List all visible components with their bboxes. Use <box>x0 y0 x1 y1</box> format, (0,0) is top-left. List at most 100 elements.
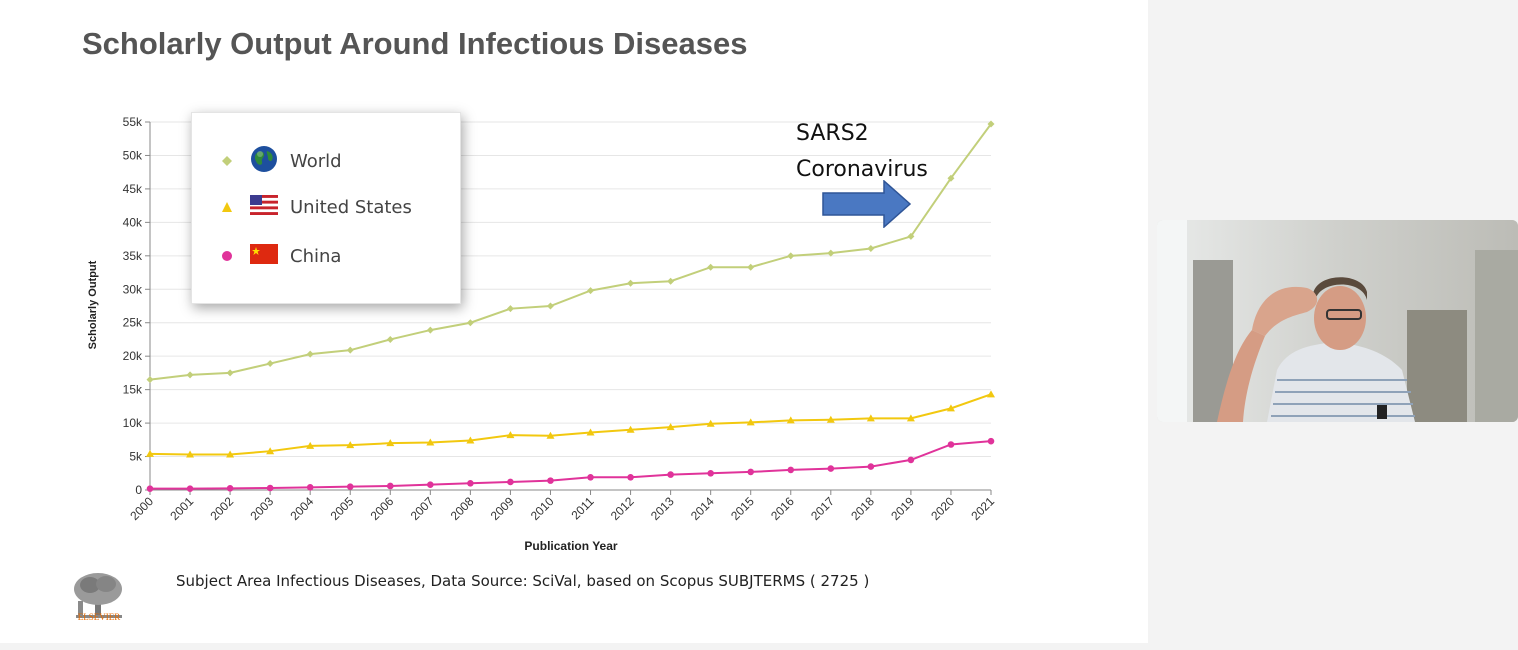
data-point-united-states[interactable] <box>746 418 755 426</box>
right-arrow-icon <box>822 180 912 228</box>
x-tick-label: 2015 <box>728 494 757 523</box>
data-point-world[interactable] <box>867 244 875 252</box>
data-point-united-states[interactable] <box>266 447 275 455</box>
data-point-united-states[interactable] <box>866 414 875 422</box>
data-point-china[interactable] <box>386 482 394 490</box>
data-point-united-states[interactable] <box>186 450 195 458</box>
data-point-united-states[interactable] <box>786 416 795 424</box>
x-tick-label: 2014 <box>688 494 717 523</box>
x-axis-label: Publication Year <box>524 539 617 553</box>
y-tick-label: 0 <box>135 483 142 497</box>
data-point-china[interactable] <box>747 468 755 476</box>
data-point-china[interactable] <box>507 478 514 486</box>
data-point-united-states[interactable] <box>987 390 995 398</box>
legend-item-united-states[interactable]: United States <box>218 195 412 220</box>
data-point-united-states[interactable] <box>226 450 235 458</box>
data-point-china[interactable] <box>226 485 234 492</box>
data-point-united-states[interactable] <box>906 414 915 422</box>
data-point-china[interactable] <box>547 477 554 484</box>
data-point-world[interactable] <box>787 252 795 260</box>
x-tick-label: 2012 <box>608 494 637 523</box>
legend-item-china[interactable]: China <box>218 244 341 269</box>
data-point-world[interactable] <box>587 287 595 295</box>
data-point-china[interactable] <box>467 480 474 487</box>
data-point-world[interactable] <box>747 263 755 271</box>
data-point-world[interactable] <box>506 305 514 313</box>
x-tick-label: 2011 <box>568 494 596 522</box>
china-flag-icon <box>250 244 278 269</box>
data-point-world[interactable] <box>667 277 675 285</box>
annotation-line-1: SARS2 <box>796 121 869 146</box>
data-point-china[interactable] <box>587 473 594 481</box>
x-tick-label: 2016 <box>768 494 797 523</box>
data-point-united-states[interactable] <box>346 441 355 449</box>
data-point-china[interactable] <box>306 484 314 491</box>
data-point-world[interactable] <box>146 376 154 384</box>
x-tick-label: 2001 <box>167 494 196 523</box>
chart-series <box>146 120 995 492</box>
y-tick-label: 55k <box>123 115 143 129</box>
x-tick-label: 2004 <box>288 494 317 523</box>
data-point-china[interactable] <box>707 469 714 477</box>
data-point-united-states[interactable] <box>546 431 555 439</box>
data-point-united-states[interactable] <box>146 449 154 457</box>
data-point-world[interactable] <box>466 319 474 327</box>
data-point-world[interactable] <box>306 350 314 358</box>
data-point-china[interactable] <box>266 484 274 492</box>
x-tick-label: 2002 <box>207 494 236 523</box>
series-line-united-states <box>149 393 992 456</box>
y-axis-label: Scholarly Output <box>87 260 99 349</box>
data-point-world[interactable] <box>627 279 635 287</box>
data-point-united-states[interactable] <box>306 441 315 449</box>
data-point-united-states[interactable] <box>626 425 635 433</box>
y-tick-label: 35k <box>123 249 143 263</box>
data-point-united-states[interactable] <box>946 404 955 412</box>
data-point-world[interactable] <box>947 174 955 182</box>
slide-title: Scholarly Output Around Infectious Disea… <box>82 26 748 61</box>
data-point-world[interactable] <box>186 371 194 379</box>
data-point-world[interactable] <box>987 120 995 128</box>
chart-legend: World United States <box>191 112 461 304</box>
us-flag-icon <box>250 195 278 220</box>
participant-video-feed <box>1157 220 1518 422</box>
data-point-china[interactable] <box>427 481 434 488</box>
data-point-china[interactable] <box>186 485 194 492</box>
data-point-china[interactable] <box>907 456 915 464</box>
data-point-united-states[interactable] <box>506 431 515 439</box>
data-point-world[interactable] <box>827 249 835 257</box>
data-point-united-states[interactable] <box>466 436 475 444</box>
data-point-world[interactable] <box>386 335 394 343</box>
data-point-china[interactable] <box>667 471 674 478</box>
data-point-united-states[interactable] <box>586 428 595 436</box>
data-point-china[interactable] <box>787 466 795 474</box>
legend-label: World <box>290 151 342 172</box>
diamond-marker-icon <box>218 151 236 172</box>
data-point-world[interactable] <box>266 360 274 368</box>
data-point-united-states[interactable] <box>666 423 675 431</box>
x-tick-label: 2019 <box>888 494 917 523</box>
data-point-world[interactable] <box>907 232 915 240</box>
data-point-china[interactable] <box>146 485 154 492</box>
data-point-united-states[interactable] <box>386 439 395 447</box>
series-line-world <box>149 123 992 381</box>
data-point-world[interactable] <box>426 326 434 334</box>
data-point-china[interactable] <box>947 441 955 448</box>
legend-item-world[interactable]: World <box>218 145 342 178</box>
data-point-world[interactable] <box>546 302 554 310</box>
data-point-world[interactable] <box>707 263 715 271</box>
data-point-china[interactable] <box>346 483 354 490</box>
data-point-world[interactable] <box>346 346 354 354</box>
data-point-united-states[interactable] <box>426 438 435 446</box>
y-tick-label: 45k <box>123 182 143 196</box>
data-point-china[interactable] <box>827 465 835 472</box>
data-point-united-states[interactable] <box>706 419 715 427</box>
data-point-china[interactable] <box>867 463 875 470</box>
data-point-china[interactable] <box>627 473 634 481</box>
y-tick-label: 20k <box>123 349 143 363</box>
data-point-world[interactable] <box>226 369 234 377</box>
data-point-united-states[interactable] <box>826 415 835 423</box>
participant-video-tile[interactable] <box>1157 220 1518 422</box>
elsevier-tree-logo-icon <box>74 573 122 618</box>
data-point-china[interactable] <box>987 437 995 445</box>
elsevier-logo-text: ELSEVIER <box>77 612 121 622</box>
